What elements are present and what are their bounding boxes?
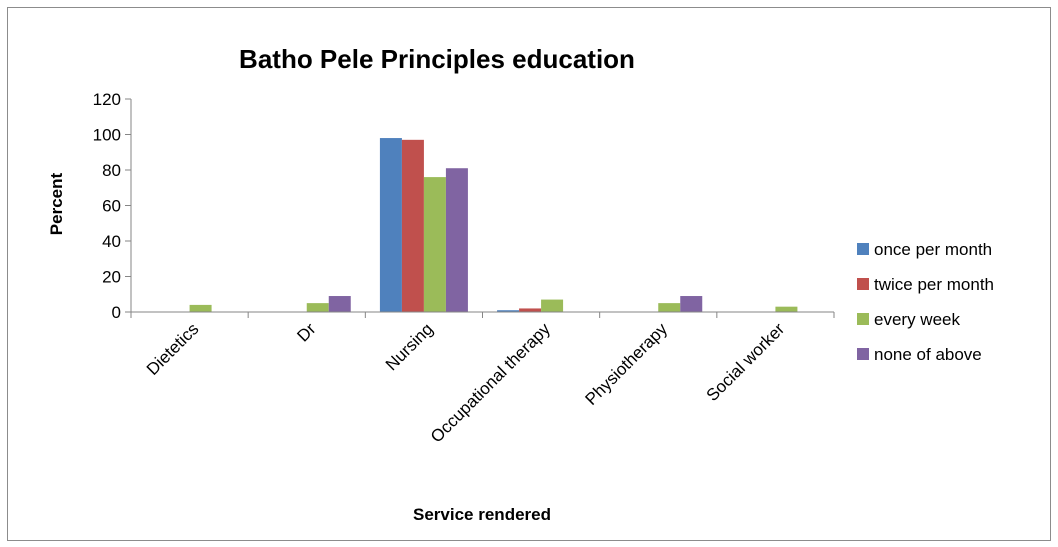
legend: once per month twice per month every week n…: [857, 240, 994, 364]
bar: [445, 168, 468, 312]
bar: [497, 310, 520, 312]
legend-label: twice per month: [874, 275, 994, 294]
bar: [541, 299, 564, 312]
plot-area: 0 20 40 60 80 100 120 Dietetics Dr NursingOccupat…: [93, 90, 835, 446]
legend-label: every week: [874, 310, 960, 329]
y-tick-label: 20: [102, 268, 121, 287]
y-tick-label: 100: [93, 126, 121, 145]
x-category-label: Occupational therapy: [427, 319, 554, 446]
y-tick-label: 120: [93, 90, 121, 109]
bar: [519, 308, 542, 312]
legend-swatch: [857, 243, 869, 255]
x-category-label: Physiotherapy: [581, 319, 671, 409]
bar: [401, 139, 424, 312]
y-tick-label: 40: [102, 232, 121, 251]
y-tick-label: 0: [112, 303, 121, 322]
y-tick-label: 60: [102, 197, 121, 216]
bar: [658, 303, 681, 312]
x-category-label: Social worker: [703, 319, 789, 405]
x-category-label: Dietetics: [143, 319, 203, 379]
bar: [379, 138, 402, 312]
bar: [423, 177, 446, 312]
bar: [306, 303, 329, 312]
x-axis-title: Service rendered: [413, 505, 551, 524]
legend-swatch: [857, 278, 869, 290]
x-category-label: Dr: [293, 319, 319, 345]
chart-frame: [7, 7, 1051, 541]
y-axis-title: Percent: [47, 172, 66, 235]
bar: [775, 306, 798, 312]
bar: [189, 304, 212, 312]
legend-label: once per month: [874, 240, 992, 259]
legend-swatch: [857, 313, 869, 325]
x-category-label: Nursing: [382, 319, 437, 374]
legend-swatch: [857, 348, 869, 360]
legend-label: none of above: [874, 345, 982, 364]
chart-title: Batho Pele Principles education: [239, 44, 635, 74]
bar: [680, 296, 703, 312]
y-tick-label: 80: [102, 161, 121, 180]
bar: [328, 296, 351, 312]
